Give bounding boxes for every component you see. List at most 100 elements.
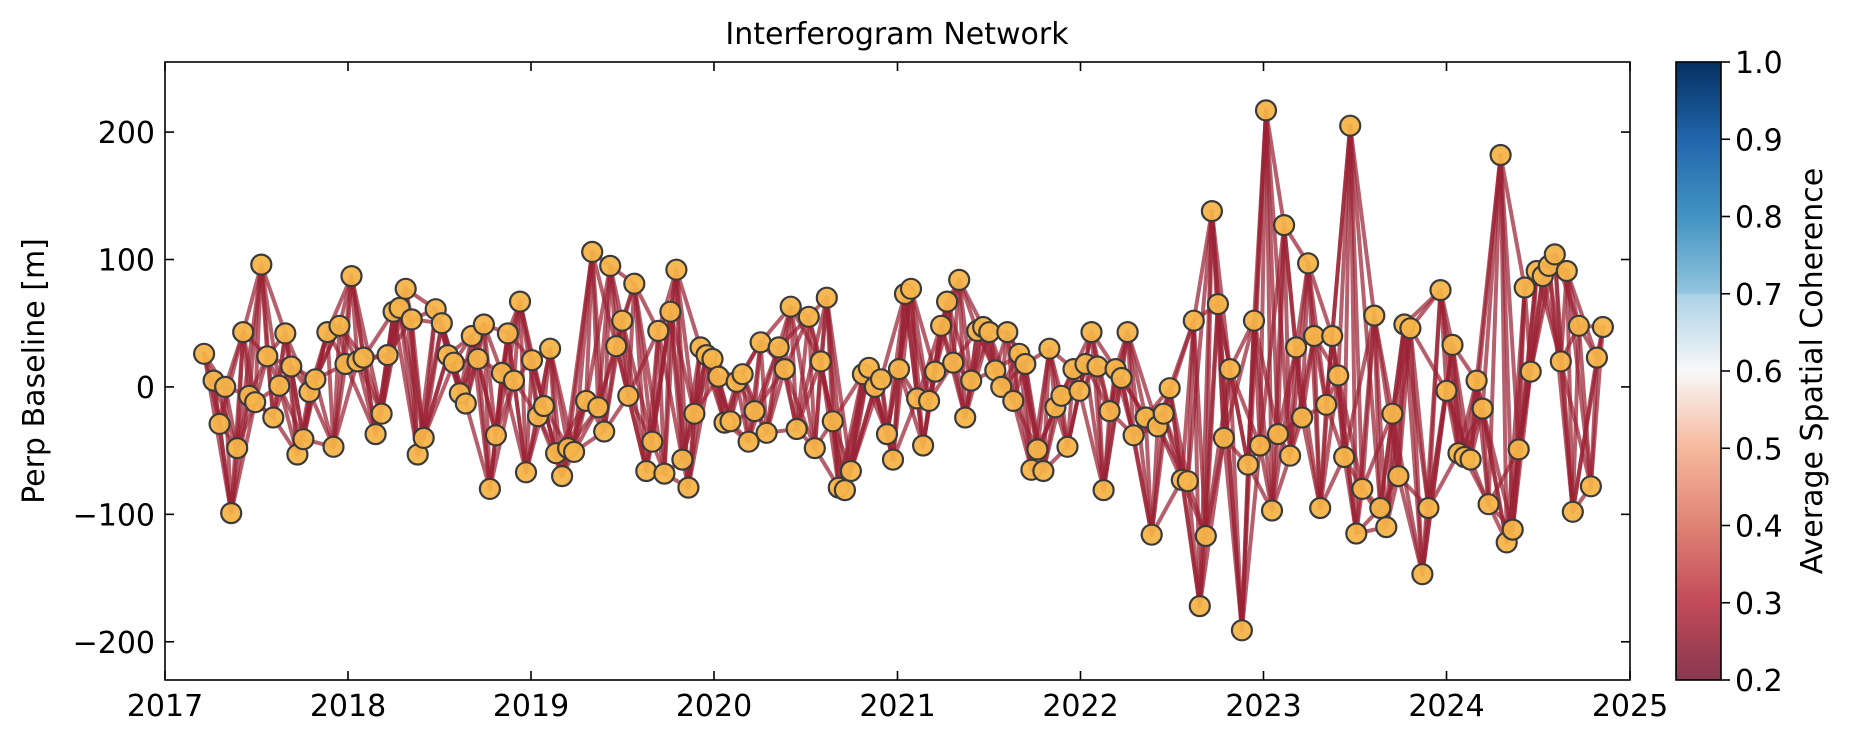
acquisition-point bbox=[1032, 459, 1055, 483]
interferogram-edge bbox=[463, 401, 492, 491]
acquisition-point bbox=[1248, 434, 1272, 457]
acquisition-point bbox=[328, 314, 351, 337]
acquisition-point bbox=[911, 434, 935, 457]
acquisition-point bbox=[683, 402, 706, 425]
acquisition-point bbox=[340, 265, 363, 288]
y-axis-label: Perp Baseline [m] bbox=[17, 238, 52, 504]
acquisition-point bbox=[280, 355, 303, 378]
acquisition-point bbox=[954, 406, 977, 429]
acquisition-point bbox=[1152, 402, 1175, 425]
acquisition-point bbox=[659, 300, 682, 323]
acquisition-point bbox=[352, 346, 375, 369]
acquisition-point bbox=[532, 394, 556, 418]
acquisition-point bbox=[1086, 355, 1109, 378]
acquisition-point bbox=[671, 448, 694, 471]
acquisition-point bbox=[881, 448, 905, 471]
acquisition-point bbox=[454, 392, 477, 415]
interferogram-edge bbox=[1312, 334, 1329, 407]
acquisition-point bbox=[1212, 426, 1236, 449]
interferogram-edge bbox=[758, 340, 769, 435]
acquisition-point bbox=[274, 322, 297, 345]
acquisition-point bbox=[1507, 438, 1530, 461]
acquisition-point bbox=[550, 465, 574, 488]
acquisition-point bbox=[1471, 397, 1494, 420]
acquisition-point bbox=[502, 369, 526, 392]
interferogram-edge bbox=[1564, 269, 1599, 360]
interferogram-edge bbox=[806, 314, 817, 451]
acquisition-point bbox=[731, 363, 754, 386]
acquisition-point bbox=[1417, 496, 1440, 520]
acquisition-point bbox=[1465, 369, 1488, 392]
acquisition-point bbox=[1290, 406, 1314, 429]
acquisition-point bbox=[412, 426, 435, 449]
acquisition-point bbox=[1176, 470, 1199, 493]
acquisition-point bbox=[593, 420, 616, 443]
acquisition-point bbox=[1284, 336, 1308, 359]
acquisition-point bbox=[719, 410, 742, 433]
interferogram-edge bbox=[1498, 153, 1527, 290]
interferogram-edge bbox=[229, 400, 258, 516]
acquisition-point bbox=[1579, 475, 1603, 498]
acquisition-point bbox=[1591, 315, 1615, 339]
interferogram-edge bbox=[1185, 209, 1214, 484]
x-tick-label: 2024 bbox=[1408, 689, 1484, 724]
colorbar-tick-label: 0.6 bbox=[1735, 355, 1783, 390]
y-tick-label: −100 bbox=[73, 498, 155, 533]
acquisition-point bbox=[1345, 522, 1368, 545]
acquisition-point bbox=[364, 423, 387, 446]
interferogram-edge bbox=[674, 267, 703, 350]
y-axis: 200 100 0 −100 −200 bbox=[73, 116, 1630, 661]
acquisition-point bbox=[641, 430, 664, 453]
acquisition-point bbox=[809, 350, 832, 373]
acquisition-point bbox=[1477, 493, 1500, 516]
acquisition-point bbox=[917, 389, 941, 412]
x-tick-label: 2022 bbox=[1042, 689, 1118, 724]
acquisition-point bbox=[244, 391, 267, 414]
acquisition-point bbox=[1158, 377, 1181, 400]
acquisition-point bbox=[599, 254, 622, 277]
colorbar-tick-label: 0.3 bbox=[1735, 587, 1783, 622]
acquisition-point bbox=[1555, 259, 1578, 283]
acquisition-point bbox=[665, 258, 688, 281]
acquisition-point bbox=[1098, 400, 1121, 423]
colorbar-gradient bbox=[1676, 62, 1721, 680]
acquisition-point bbox=[1315, 393, 1338, 416]
x-tick-label: 2025 bbox=[1592, 689, 1668, 724]
colorbar-masked-region bbox=[1676, 293, 1721, 680]
acquisition-point bbox=[1327, 364, 1350, 387]
x-tick-label: 2023 bbox=[1225, 689, 1301, 724]
acquisition-point bbox=[1387, 465, 1410, 488]
interferogram-edge bbox=[1306, 261, 1335, 338]
interferogram-edge bbox=[1570, 323, 1581, 514]
interferogram-edge bbox=[957, 277, 974, 383]
interferogram-edge bbox=[1408, 326, 1431, 510]
acquisition-point bbox=[1242, 309, 1266, 332]
acquisition-point bbox=[268, 374, 291, 397]
interferogram-edge bbox=[1396, 474, 1425, 577]
interferogram-edge bbox=[253, 262, 264, 405]
colorbar-tick-label: 0.2 bbox=[1735, 664, 1783, 699]
acquisition-point bbox=[929, 314, 953, 337]
interferogram-edge bbox=[1408, 326, 1449, 393]
acquisition-point bbox=[1260, 499, 1284, 522]
acquisition-point bbox=[803, 437, 826, 460]
acquisition-point bbox=[514, 461, 538, 484]
acquisition-point bbox=[1561, 500, 1584, 523]
acquisition-point bbox=[635, 459, 658, 483]
acquisition-point bbox=[1056, 435, 1079, 458]
acquisition-point bbox=[1218, 358, 1242, 381]
acquisition-point bbox=[1038, 337, 1061, 360]
acquisition-point bbox=[1236, 453, 1260, 476]
acquisition-point bbox=[1206, 293, 1230, 316]
acquisition-point bbox=[262, 406, 285, 429]
interferogram-edge bbox=[1318, 373, 1341, 510]
interferogram-edge bbox=[331, 359, 360, 449]
interferogram-edge bbox=[879, 291, 907, 382]
y-tick-label: 0 bbox=[136, 371, 155, 406]
acquisition-point bbox=[1014, 352, 1037, 376]
acquisition-point bbox=[1333, 445, 1356, 469]
acquisition-point bbox=[250, 253, 273, 276]
acquisition-point bbox=[1381, 402, 1404, 425]
interferogram-edge bbox=[349, 274, 384, 416]
interferogram-edge bbox=[626, 393, 649, 473]
